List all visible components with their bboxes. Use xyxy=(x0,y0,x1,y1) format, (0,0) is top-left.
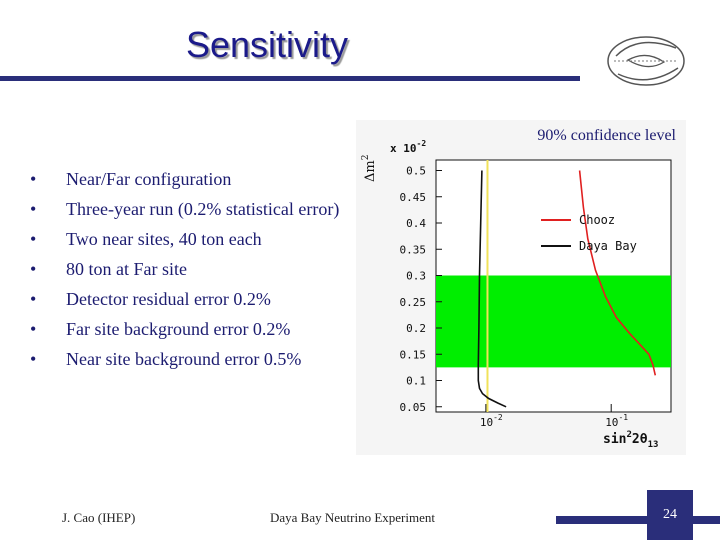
y-multiplier-label: x 10-2 xyxy=(390,139,426,155)
chart-layer: 0.05 0.1 0.15 0.2 0.25 0.3 0.35 0.4 0.45 0.5 10-2 1… xyxy=(400,159,672,429)
institute-logo-icon xyxy=(607,36,685,86)
sensitivity-plot: 90% confidence level x 10-2 Δm2 sin22θ13… xyxy=(356,120,686,455)
bullet-list: • Near/Far configuration • Three-year run … xyxy=(30,168,350,378)
x-axis-title: sin22θ13 xyxy=(603,430,658,450)
bullet-dot: • xyxy=(30,349,37,369)
list-item: • Three-year run (0.2% statistical error) xyxy=(30,198,350,220)
y-axis-title: Δm2 xyxy=(361,155,378,182)
y-tick-label: 0.5 xyxy=(406,165,426,178)
series-line xyxy=(578,170,657,376)
slide-title: Sensitivity xyxy=(186,24,349,65)
y-tick-label: 0.2 xyxy=(406,322,426,335)
x-tick-label: 10-1 xyxy=(605,413,628,429)
series-line xyxy=(477,170,507,408)
footer-bar xyxy=(556,516,720,524)
footer-author: J. Cao (IHEP) xyxy=(62,510,136,525)
legend-label: Daya Bay xyxy=(579,239,637,253)
bullet-dot: • xyxy=(30,199,37,219)
page-number: 24 xyxy=(647,490,693,540)
list-item: • Two near sites, 40 ton each xyxy=(30,228,350,250)
bullet-text: Near/Far configuration xyxy=(66,169,232,189)
plot-svg: x 10-2 Δm2 sin22θ13 0.050.10.150.20.250.… xyxy=(361,139,672,450)
y-tick-label: 0.05 xyxy=(400,401,427,414)
bullet-dot: • xyxy=(30,229,37,249)
bullet-text: Three-year run (0.2% statistical error) xyxy=(66,199,340,219)
x-tick-label: 10-2 xyxy=(480,413,503,429)
bullet-text: Far site background error 0.2% xyxy=(66,319,291,339)
bullet-dot: • xyxy=(30,289,37,309)
y-tick-label: 0.45 xyxy=(400,191,427,204)
bullet-text: 80 ton at Far site xyxy=(66,259,187,279)
legend-label: Chooz xyxy=(579,213,615,227)
confidence-level-label: 90% confidence level xyxy=(537,127,676,144)
y-tick-label: 0.4 xyxy=(406,217,426,230)
bullet-dot: • xyxy=(30,169,37,189)
bullet-dot: • xyxy=(30,319,37,339)
list-item: • Near/Far configuration xyxy=(30,168,350,190)
list-item: • Far site background error 0.2% xyxy=(30,318,350,340)
bullet-text: Near site background error 0.5% xyxy=(66,349,302,369)
y-tick-label: 0.1 xyxy=(406,375,426,388)
list-item: • Near site background error 0.5% xyxy=(30,348,350,370)
list-item: • 80 ton at Far site xyxy=(30,258,350,280)
title-rule xyxy=(0,76,580,81)
y-tick-label: 0.35 xyxy=(400,243,427,256)
y-tick-label: 0.3 xyxy=(406,270,426,283)
bullet-text: Detector residual error 0.2% xyxy=(66,289,271,309)
y-tick-label: 0.25 xyxy=(400,296,427,309)
bullet-dot: • xyxy=(30,259,37,279)
sensitivity-band xyxy=(436,275,671,368)
y-tick-label: 0.15 xyxy=(400,348,427,361)
bullet-text: Two near sites, 40 ton each xyxy=(66,229,262,249)
footer-title: Daya Bay Neutrino Experiment xyxy=(270,510,435,525)
list-item: • Detector residual error 0.2% xyxy=(30,288,350,310)
